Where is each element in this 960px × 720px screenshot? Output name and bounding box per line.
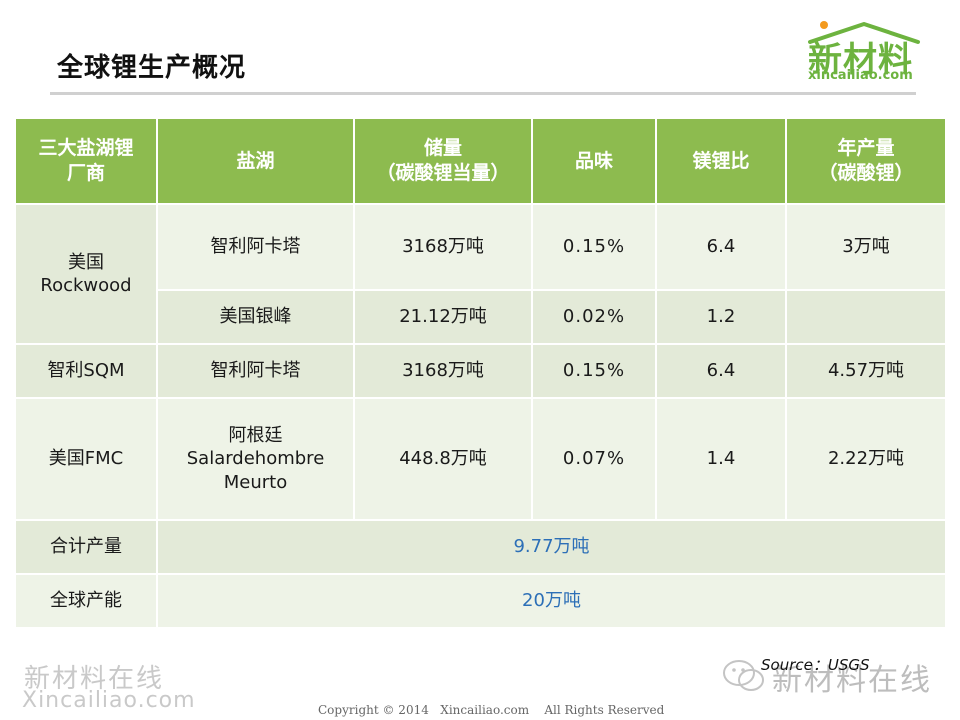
header-company: 三大盐湖锂 厂商 xyxy=(14,117,158,205)
lake-cell: 智利阿卡塔 xyxy=(156,343,355,399)
brand-logo: 新材料 xincailiao.com xyxy=(800,18,930,88)
watermark-right-text: 新材料在线 xyxy=(772,663,932,698)
watermark-left-en: Xincailiao.com xyxy=(22,688,196,713)
lake-cell: 阿根廷 Salardehombre Meurto xyxy=(156,397,355,521)
global-capacity-value: 20万吨 xyxy=(156,573,947,629)
lithium-production-table: 三大盐湖锂 厂商 盐湖 储量 （碳酸锂当量） 品味 镁锂比 年产量 （碳酸锂） 美国 R… xyxy=(14,117,947,629)
logo-text-en: xincailiao.com xyxy=(808,68,913,83)
total-output-label: 合计产量 xyxy=(14,519,158,575)
grade-cell: 0.02% xyxy=(531,289,657,345)
global-capacity-row: 全球产能 20万吨 xyxy=(14,573,947,629)
output-cell xyxy=(785,289,947,345)
table-row: 智利SQM 智利阿卡塔 3168万吨 0.15% 6.4 4.57万吨 xyxy=(14,343,947,399)
table-row: 美国银峰 21.12万吨 0.02% 1.2 xyxy=(15,289,947,345)
header-reserve: 储量 （碳酸锂当量） xyxy=(353,117,533,205)
wechat-icon xyxy=(723,660,764,691)
grade-cell: 0.15% xyxy=(531,343,657,399)
header-mg-li-ratio: 镁锂比 xyxy=(655,117,787,205)
table-row: 美国 Rockwood 智利阿卡塔 3168万吨 0.15% 6.4 3万吨 xyxy=(14,203,947,345)
lake-cell: 美国银峰 xyxy=(156,289,355,345)
header-grade: 品味 xyxy=(531,117,657,205)
company-cell: 美国FMC xyxy=(14,397,158,521)
header-annual-output: 年产量 （碳酸锂） xyxy=(785,117,947,205)
ratio-cell: 6.4 xyxy=(655,203,787,291)
source-note: Source：USGS xyxy=(761,656,870,674)
reserve-cell: 3168万吨 xyxy=(353,343,533,399)
ratio-cell: 1.4 xyxy=(655,397,787,521)
header-lake: 盐湖 xyxy=(156,117,355,205)
global-capacity-label: 全球产能 xyxy=(14,573,158,629)
total-output-row: 合计产量 9.77万吨 xyxy=(14,519,947,575)
total-output-value: 9.77万吨 xyxy=(156,519,947,575)
reserve-cell: 448.8万吨 xyxy=(353,397,533,521)
reserve-cell: 21.12万吨 xyxy=(353,289,533,345)
title-divider xyxy=(50,92,916,95)
output-cell: 4.57万吨 xyxy=(785,343,947,399)
watermark-left-cn: 新材料在线 xyxy=(24,664,165,694)
house-roof-icon xyxy=(808,21,920,44)
ratio-cell: 1.2 xyxy=(655,289,787,345)
table-header-row: 三大盐湖锂 厂商 盐湖 储量 （碳酸锂当量） 品味 镁锂比 年产量 （碳酸锂） xyxy=(14,117,947,205)
grade-cell: 0.07% xyxy=(531,397,657,521)
output-cell: 2.22万吨 xyxy=(785,397,947,521)
company-cell: 美国 Rockwood xyxy=(14,203,158,345)
lake-cell: 智利阿卡塔 xyxy=(156,203,355,291)
output-cell: 3万吨 xyxy=(785,203,947,291)
reserve-cell: 3168万吨 xyxy=(353,203,533,291)
logo-text-cn: 新材料 xyxy=(808,40,913,80)
ratio-cell: 6.4 xyxy=(655,343,787,399)
grade-cell: 0.15% xyxy=(531,203,657,291)
copyright-notice: Copyright © 2014 Xincailiao.com All Righ… xyxy=(318,703,665,717)
company-cell: 智利SQM xyxy=(14,343,158,399)
page-title: 全球锂生产概况 xyxy=(57,53,247,83)
table-row: 美国FMC 阿根廷 Salardehombre Meurto 448.8万吨 0.0… xyxy=(14,397,947,521)
